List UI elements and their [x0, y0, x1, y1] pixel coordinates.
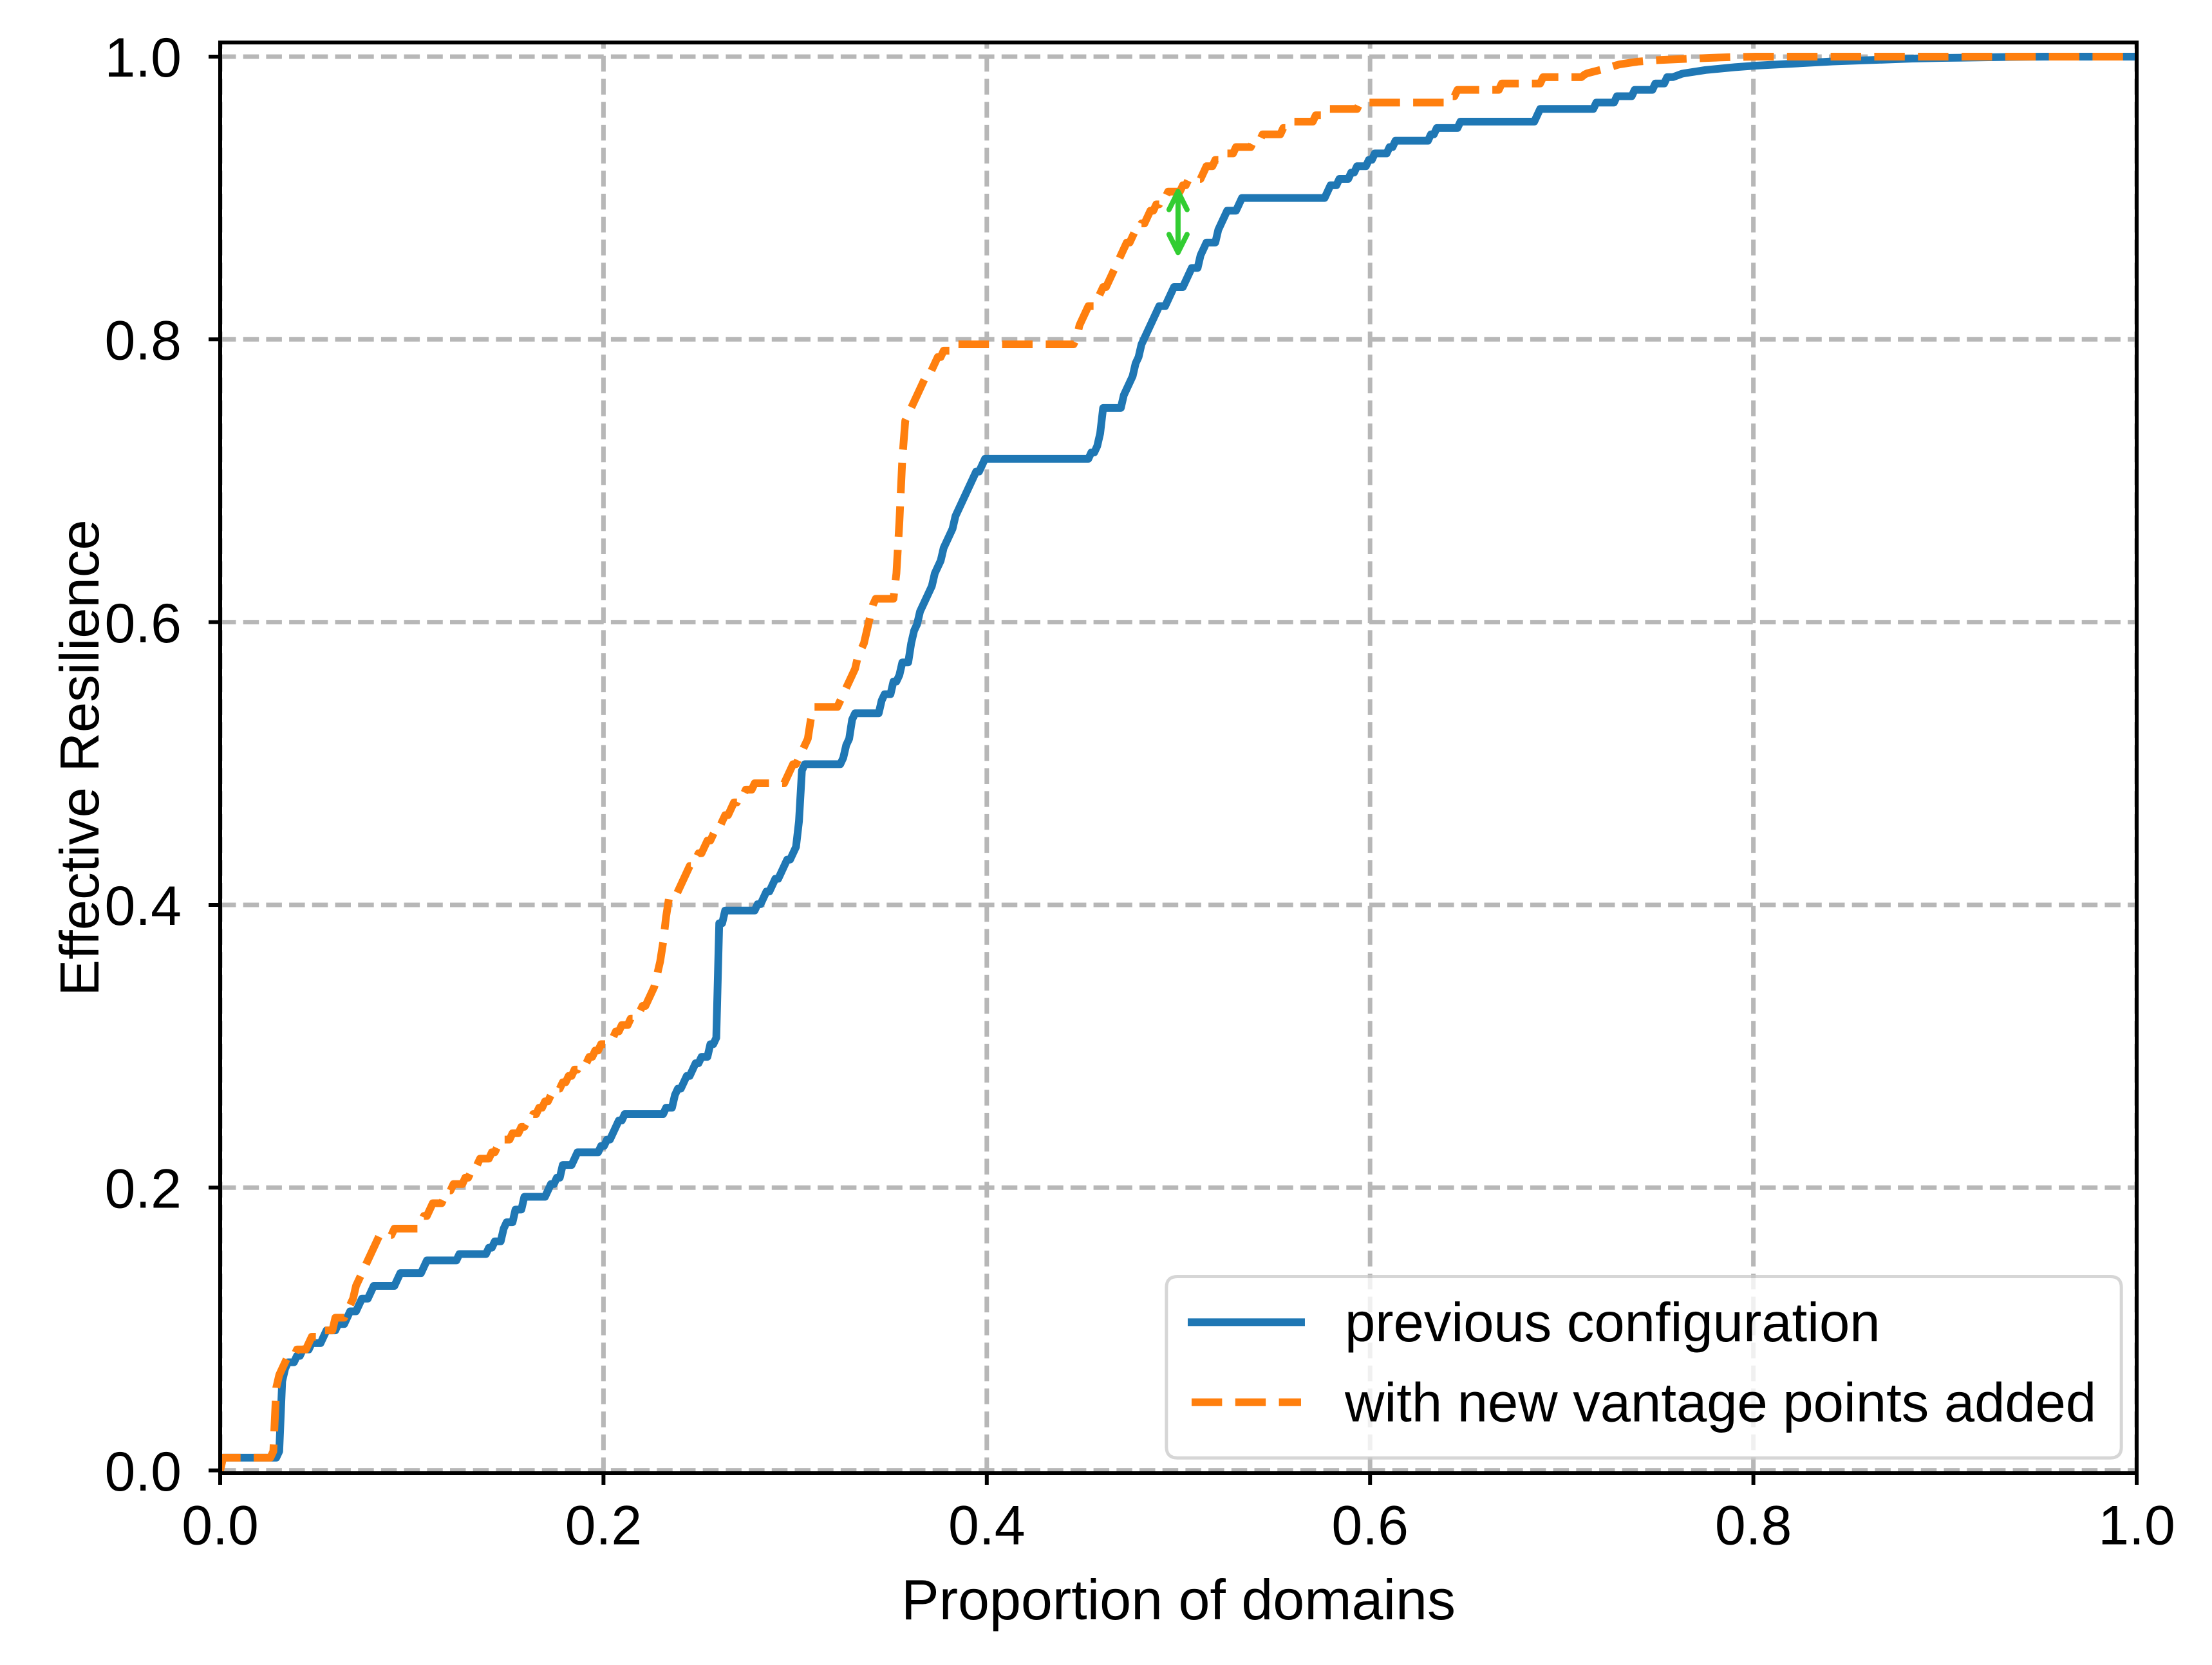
- svg-text:Effective Resilience: Effective Resilience: [50, 519, 111, 996]
- svg-text:0.4: 0.4: [104, 875, 182, 937]
- svg-text:previous configuration: previous configuration: [1345, 1292, 1880, 1353]
- svg-text:0.6: 0.6: [1331, 1494, 1409, 1556]
- svg-text:0.4: 0.4: [948, 1494, 1026, 1556]
- svg-text:Proportion of domains: Proportion of domains: [901, 1568, 1456, 1632]
- svg-text:0.8: 0.8: [104, 310, 182, 371]
- svg-text:0.0: 0.0: [104, 1441, 182, 1503]
- svg-text:0.8: 0.8: [1715, 1494, 1792, 1556]
- svg-text:with new vantage points added: with new vantage points added: [1344, 1372, 2096, 1433]
- svg-text:1.0: 1.0: [2098, 1494, 2175, 1556]
- svg-text:0.2: 0.2: [104, 1158, 182, 1220]
- svg-text:1.0: 1.0: [104, 27, 182, 89]
- svg-text:0.6: 0.6: [104, 593, 182, 655]
- svg-text:0.0: 0.0: [182, 1494, 259, 1556]
- svg-text:0.2: 0.2: [565, 1494, 642, 1556]
